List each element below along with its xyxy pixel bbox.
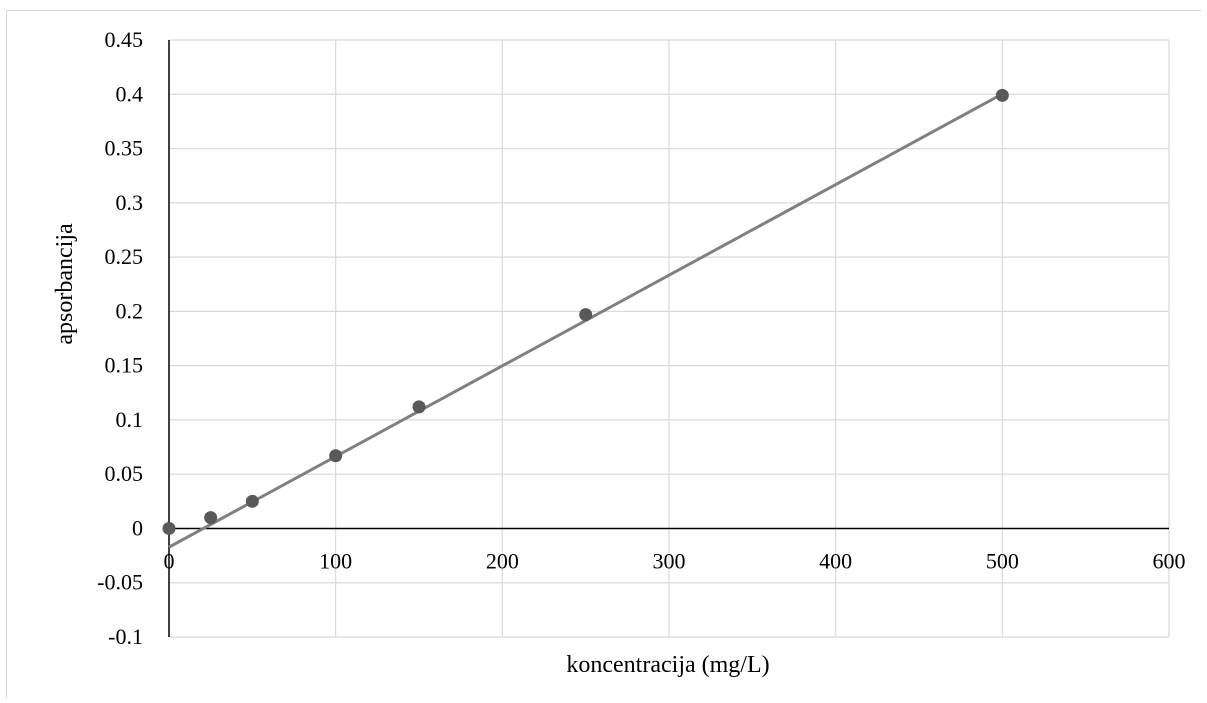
y-axis-title: apsorbancija [52,223,78,345]
tick-labels: -0.1 -0.05 0 0.05 0.1 0.15 0.2 0.25 0.3 0.35 0.4 0.… [97,27,1185,649]
y-tick-label: 0.45 [105,27,144,52]
x-tick-label: 100 [319,548,352,573]
y-tick-label: 0.4 [116,81,144,106]
data-point [163,522,176,535]
y-tick-label: 0 [132,515,143,540]
data-point [579,308,592,321]
data-point [246,495,259,508]
y-tick-label: 0.3 [116,190,144,215]
data-point [204,511,217,524]
gridlines [169,40,1169,637]
data-point [996,89,1009,102]
x-tick-label: 500 [986,548,1019,573]
x-tick-label: 0 [164,548,175,573]
y-tick-label: 0.35 [105,136,144,161]
x-axis-title: koncentracija (mg/L) [566,652,769,678]
data-point [329,449,342,462]
y-tick-label: -0.1 [108,624,143,649]
y-tick-label: 0.1 [116,407,144,432]
x-tick-label: 600 [1153,548,1186,573]
y-tick-label: 0.25 [105,244,144,269]
x-tick-label: 400 [819,548,852,573]
y-tick-label: 0.15 [105,353,144,378]
x-tick-label: 300 [653,548,686,573]
y-tick-label: 0.2 [116,298,144,323]
data-point [413,400,426,413]
y-tick-label: 0.05 [105,461,144,486]
y-tick-label: -0.05 [97,570,143,595]
x-tick-label: 200 [486,548,519,573]
